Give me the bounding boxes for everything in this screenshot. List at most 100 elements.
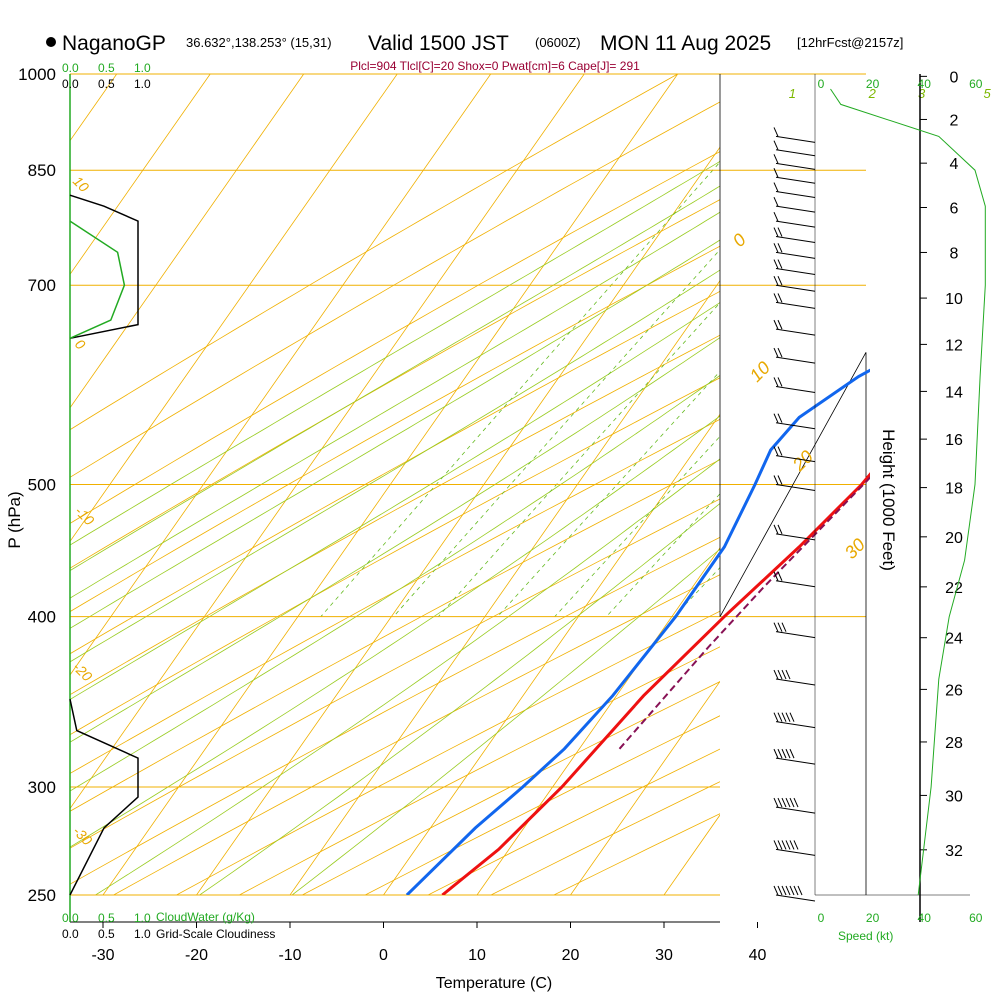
isotherm-line <box>70 74 305 409</box>
isotherm-line <box>851 74 1000 895</box>
height-tick-label: 26 <box>945 682 963 699</box>
cloudiness-lower-line <box>69 194 139 340</box>
y-axis-label: P (hPa) <box>5 491 24 548</box>
wind-barb-staff <box>775 284 816 292</box>
height-tick-label: 20 <box>945 530 963 547</box>
wind-barb-feather <box>773 182 779 192</box>
dry-adiabat-line <box>70 377 720 736</box>
height-tick-label: 2 <box>950 112 959 129</box>
wind-barb-staff <box>775 149 816 157</box>
wind-barb-feather <box>789 885 795 896</box>
wind-barb-feather <box>789 797 795 808</box>
wind-barb-feather <box>773 243 779 253</box>
wind-barb <box>773 446 816 463</box>
mixing-ratio-label: 1 <box>789 86 796 101</box>
x-axis-label: Temperature (C) <box>436 975 552 992</box>
wind-barb-staff <box>775 135 816 143</box>
wind-barb <box>773 154 816 170</box>
wind-barb-feather <box>781 669 787 680</box>
wind-barb-feather <box>773 154 779 164</box>
wind-barb <box>773 797 816 814</box>
wind-barb-feather <box>777 475 783 485</box>
height-axis-label: Height (1000 Feet) <box>879 429 898 571</box>
height-tick-label: 28 <box>945 735 963 752</box>
mixing-ratio-line <box>320 161 720 617</box>
height-tick-label: 0 <box>950 69 959 86</box>
dewpoint-profile-line <box>405 368 870 895</box>
wind-barb-feather <box>777 259 783 269</box>
cloudwater-scale-top: 0.0 <box>62 61 79 75</box>
wind-barb-feather <box>773 293 779 303</box>
moist-adiabat-line <box>95 458 720 895</box>
speed-axis-label: Speed (kt) <box>838 929 893 943</box>
wind-barb-staff <box>775 220 816 228</box>
height-tick-label: 8 <box>950 245 959 262</box>
wind-barb-feather <box>773 319 779 330</box>
pressure-tick-label: 850 <box>28 161 56 180</box>
pressure-tick-label: 250 <box>28 886 56 905</box>
wind-barb <box>773 712 816 729</box>
station-coords: 36.632°,138.253° (15,31) <box>186 35 332 50</box>
wind-barb-feather <box>785 669 791 680</box>
wind-barb-staff <box>775 721 816 729</box>
dry-adiabat-line <box>70 245 720 613</box>
wind-barb-feather <box>773 127 779 137</box>
wind-barb <box>773 748 816 765</box>
wind-barb-feather <box>773 712 779 722</box>
wind-barb-feather <box>781 748 787 759</box>
wind-barb <box>773 127 816 143</box>
wind-barb <box>773 140 816 157</box>
dry-adiabat-line <box>239 646 720 895</box>
wind-barb-feather <box>789 712 795 722</box>
wind-barb-feather <box>777 622 783 632</box>
dry-adiabat-label: 30 <box>841 535 869 563</box>
mixing-ratio-label: 5 <box>983 86 991 101</box>
speed-tick-label-bottom: 60 <box>969 911 983 925</box>
dry-adiabat-line <box>70 334 720 696</box>
wind-barb <box>773 571 816 588</box>
wind-barb-feather <box>781 712 787 722</box>
wind-barb-feather <box>773 748 779 759</box>
isotherm-line <box>570 680 720 895</box>
wind-barb-feather <box>777 243 783 253</box>
wind-barb <box>773 259 816 276</box>
valid-date: MON 11 Aug 2025 <box>600 32 771 55</box>
speed-tick-label-top: 60 <box>969 77 983 91</box>
wind-barb-feather <box>781 622 787 632</box>
wind-barb-staff <box>775 848 816 856</box>
wind-barb <box>773 377 816 393</box>
valid-zulu: (0600Z) <box>535 35 581 50</box>
temperature-tick-label: 10 <box>468 947 486 964</box>
wind-barb-feather <box>777 524 783 535</box>
wind-barb-staff <box>775 301 816 309</box>
wind-barb <box>773 669 816 686</box>
wind-speed-line <box>830 88 986 896</box>
pressure-tick-label: 500 <box>28 476 56 495</box>
cloudwater-scale-bottom: 1.0 <box>134 911 151 925</box>
isotherm-label: 10 <box>70 173 92 195</box>
wind-barb-feather <box>785 797 791 808</box>
dry-adiabat-line <box>176 610 720 895</box>
wind-barb-staff <box>775 251 816 259</box>
wind-barb-feather <box>777 377 783 387</box>
dry-adiabat-line <box>113 574 720 895</box>
dry-adiabat-label: 10 <box>746 358 774 386</box>
wind-barb-feather <box>773 168 779 178</box>
cloudiness-scale-bottom: 1.0 <box>134 927 151 941</box>
temperature-tick-label: 30 <box>655 947 673 964</box>
height-tick-label: 24 <box>945 631 963 648</box>
isotherm-label: 0 <box>72 336 89 353</box>
wind-barb-feather <box>777 227 783 237</box>
isotherm-line <box>476 547 720 895</box>
wind-barb-feather <box>785 840 791 850</box>
dry-adiabat-line <box>70 418 720 774</box>
moist-adiabat-line <box>70 185 720 572</box>
wind-barb-feather <box>773 669 779 680</box>
wind-barb-staff <box>775 191 816 199</box>
moist-adiabat-line <box>70 239 720 629</box>
moist-adiabat-line <box>70 337 720 743</box>
mixing-ratio-line <box>497 370 720 617</box>
wind-barb-staff <box>775 631 816 639</box>
height-tick-label: 30 <box>945 788 963 805</box>
